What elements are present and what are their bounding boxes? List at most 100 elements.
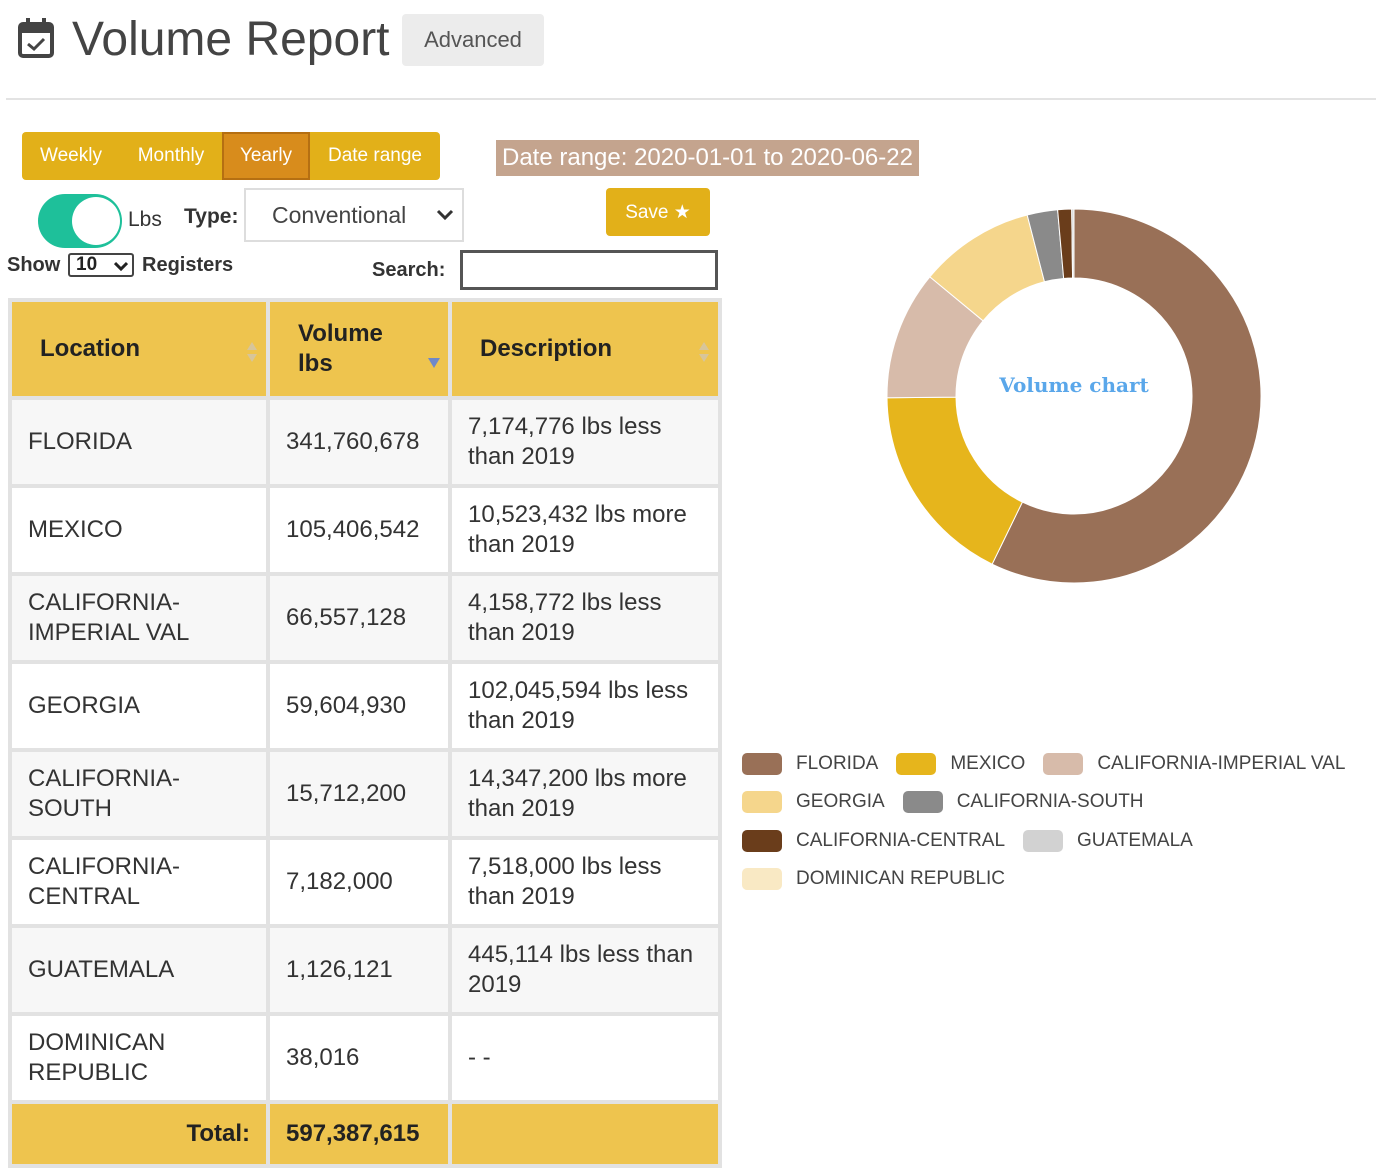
legend-item[interactable]: GUATEMALA — [1023, 829, 1193, 853]
search-input[interactable] — [460, 250, 718, 290]
date-range-badge: Date range: 2020-01-01 to 2020-06-22 — [496, 140, 919, 176]
table-header-row: Location Volume lbs Description — [8, 298, 722, 400]
cell-location: MEXICO — [8, 484, 270, 576]
column-header-description[interactable]: Description — [448, 298, 722, 400]
tab-yearly[interactable]: Yearly — [222, 132, 310, 180]
legend-swatch — [1043, 753, 1084, 775]
cell-location: GUATEMALA — [8, 924, 270, 1016]
cell-description: 7,174,776 lbs less than 2019 — [448, 396, 722, 488]
type-select[interactable]: Conventional — [244, 188, 464, 242]
lbs-toggle-label: Lbs — [128, 208, 162, 231]
cell-description: 4,158,772 lbs less than 2019 — [448, 572, 722, 664]
column-header-volume[interactable]: Volume lbs — [266, 298, 452, 400]
column-header-label: Volume lbs — [298, 320, 383, 377]
cell-volume: 66,557,128 — [266, 572, 452, 664]
donut-slices — [886, 208, 1262, 584]
chevron-down-icon — [436, 209, 454, 221]
column-header-label: Description — [480, 335, 613, 362]
legend-swatch — [902, 791, 943, 813]
type-label: Type: — [184, 205, 239, 228]
cell-volume: 59,604,930 — [266, 660, 452, 752]
donut-slice-florida[interactable] — [991, 208, 1262, 584]
save-button[interactable]: Save ★ — [606, 188, 710, 236]
volume-donut-chart: Volume chart — [886, 208, 1262, 584]
sort-desc-icon — [428, 358, 440, 368]
cell-description: 10,523,432 lbs more than 2019 — [448, 484, 722, 576]
legend-item[interactable]: CALIFORNIA-CENTRAL — [742, 829, 1005, 853]
cell-location: CALIFORNIA-CENTRAL — [8, 836, 270, 928]
cell-description: 102,045,594 lbs less than 2019 — [448, 660, 722, 752]
table-row: CALIFORNIA-CENTRAL 7,182,000 7,518,000 l… — [8, 836, 722, 928]
sort-icon — [699, 342, 709, 362]
table-row: CALIFORNIA-SOUTH 15,712,200 14,347,200 l… — [8, 748, 722, 840]
table-row: MEXICO 105,406,542 10,523,432 lbs more t… — [8, 484, 722, 576]
cell-location: FLORIDA — [8, 396, 270, 488]
cell-volume: 7,182,000 — [266, 836, 452, 928]
legend-swatch — [742, 868, 782, 890]
lbs-toggle[interactable] — [38, 194, 122, 248]
cell-description: - - — [448, 1012, 722, 1104]
table-row: CALIFORNIA-IMPERIAL VAL 66,557,128 4,158… — [8, 572, 722, 664]
type-select-value: Conventional — [272, 201, 407, 228]
legend-item[interactable]: MEXICO — [896, 752, 1025, 776]
column-header-label: Location — [40, 335, 140, 362]
cell-volume: 1,126,121 — [266, 924, 452, 1016]
cell-location: DOMINICAN REPUBLIC — [8, 1012, 270, 1104]
advanced-button[interactable]: Advanced — [402, 14, 544, 66]
chart-title: Volume chart — [998, 373, 1149, 397]
calendar-check-icon — [18, 18, 54, 58]
period-tabs: Weekly Monthly Yearly Date range — [22, 132, 440, 180]
table-row: FLORIDA 341,760,678 7,174,776 lbs less t… — [8, 396, 722, 488]
legend-swatch — [896, 753, 937, 775]
donut-slice-mexico[interactable] — [886, 396, 1024, 565]
total-label: Total: — [8, 1100, 270, 1168]
legend-item[interactable]: CALIFORNIA-IMPERIAL VAL — [1043, 752, 1345, 776]
legend-swatch — [742, 791, 782, 813]
legend-label: GUATEMALA — [1077, 830, 1193, 851]
column-header-location[interactable]: Location — [8, 298, 270, 400]
legend-row-2: GEORGIA CALIFORNIA-SOUTH — [742, 790, 1144, 814]
legend-swatch — [1023, 830, 1064, 852]
legend-label: CALIFORNIA-CENTRAL — [796, 830, 1006, 851]
table-total-row: Total: 597,387,615 — [8, 1100, 722, 1168]
legend-row-3: CALIFORNIA-CENTRAL GUATEMALA — [742, 829, 1193, 853]
legend-label: FLORIDA — [796, 753, 879, 774]
table-row: DOMINICAN REPUBLIC 38,016 - - — [8, 1012, 722, 1104]
cell-location: CALIFORNIA-IMPERIAL VAL — [8, 572, 270, 664]
legend-swatch — [742, 753, 782, 775]
cell-description: 445,114 lbs less than 2019 — [448, 924, 722, 1016]
cell-location: GEORGIA — [8, 660, 270, 752]
legend-row-1: FLORIDA MEXICO CALIFORNIA-IMPERIAL VAL — [742, 752, 1345, 776]
tab-monthly[interactable]: Monthly — [137, 145, 205, 166]
legend-item[interactable]: FLORIDA — [742, 752, 878, 776]
legend-label: CALIFORNIA-SOUTH — [956, 791, 1144, 812]
total-value: 597,387,615 — [266, 1100, 452, 1168]
legend-row-4: DOMINICAN REPUBLIC — [742, 867, 1005, 891]
volume-table: Location Volume lbs Description — [8, 298, 722, 1168]
cell-volume: 341,760,678 — [266, 396, 452, 488]
table-row: GUATEMALA 1,126,121 445,114 lbs less tha… — [8, 924, 722, 1016]
page-title: Volume Report — [72, 13, 390, 66]
legend-item[interactable]: DOMINICAN REPUBLIC — [742, 867, 1005, 891]
header-divider — [6, 98, 1376, 100]
cell-volume: 38,016 — [266, 1012, 452, 1104]
legend-item[interactable]: CALIFORNIA-SOUTH — [902, 790, 1144, 814]
show-label: Show — [7, 254, 61, 276]
legend-item[interactable]: GEORGIA — [742, 790, 885, 814]
cell-volume: 105,406,542 — [266, 484, 452, 576]
page-size-value: 10 — [76, 254, 98, 275]
total-description — [448, 1100, 722, 1168]
cell-location: CALIFORNIA-SOUTH — [8, 748, 270, 840]
legend-label: GEORGIA — [796, 791, 885, 812]
cell-description: 7,518,000 lbs less than 2019 — [448, 836, 722, 928]
registers-label: Registers — [142, 254, 234, 276]
tab-weekly[interactable]: Weekly — [40, 145, 102, 166]
cell-description: 14,347,200 lbs more than 2019 — [448, 748, 722, 840]
page-size-select[interactable]: 10 — [68, 253, 134, 277]
legend-swatch — [742, 830, 782, 852]
table-row: GEORGIA 59,604,930 102,045,594 lbs less … — [8, 660, 722, 752]
search-label: Search: — [372, 259, 446, 281]
toggle-knob — [72, 197, 120, 245]
tab-date-range[interactable]: Date range — [327, 145, 422, 166]
chevron-down-icon — [114, 261, 128, 272]
